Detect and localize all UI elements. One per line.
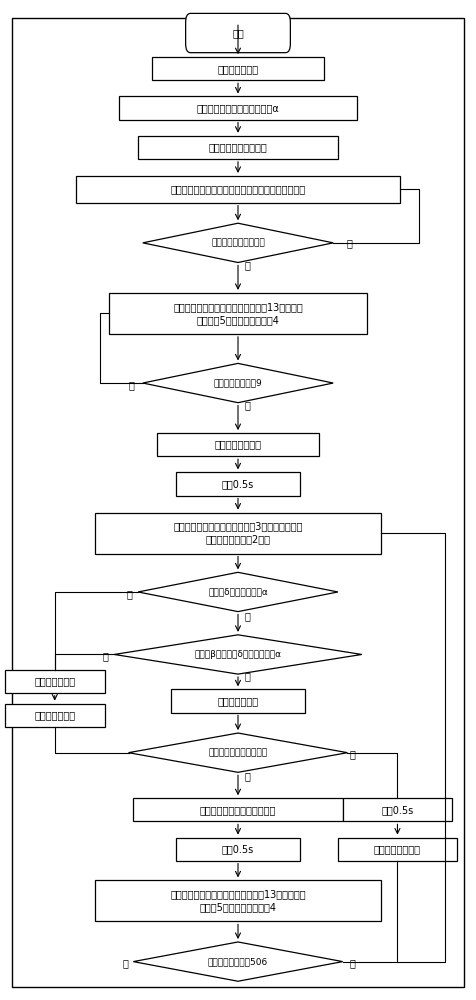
Bar xyxy=(119,96,357,120)
Bar xyxy=(95,880,381,921)
Text: 控制系统初始化: 控制系统初始化 xyxy=(218,64,258,74)
Text: 启动压紧限位开关506: 启动压紧限位开关506 xyxy=(208,957,268,966)
Text: 张紧停止：张紧电机停止工作: 张紧停止：张紧电机停止工作 xyxy=(200,805,276,815)
Text: 实现制动：制动电机反转带动制动轴13反转，使制
动机构5移动，靠近小齿轮4: 实现制动：制动电机反转带动制动轴13反转，使制 动机构5移动，靠近小齿轮4 xyxy=(170,889,306,912)
Polygon shape xyxy=(143,223,333,262)
Text: 是: 是 xyxy=(245,400,250,410)
Text: 是: 是 xyxy=(245,611,250,621)
Bar xyxy=(152,57,324,80)
Bar xyxy=(5,670,105,693)
Text: 张紧角β＜旋转角δ＜临界旋转角α: 张紧角β＜旋转角δ＜临界旋转角α xyxy=(194,650,282,659)
Text: 延时0.5s: 延时0.5s xyxy=(222,479,254,489)
Bar xyxy=(171,689,305,712)
Bar xyxy=(133,798,343,821)
Bar xyxy=(343,798,452,821)
Text: 是: 是 xyxy=(245,771,250,781)
Text: 否: 否 xyxy=(129,380,135,390)
Polygon shape xyxy=(143,363,333,403)
Text: 声发射检测单元采集链传动振动产生的冲击能量信号: 声发射检测单元采集链传动振动产生的冲击能量信号 xyxy=(170,184,306,194)
Text: 制动电机停止工作: 制动电机停止工作 xyxy=(374,844,421,854)
Bar xyxy=(138,136,338,159)
Text: 解除制动：制动电机正转带动制动轴13正转，使
制动机构5移动，远离小齿轮4: 解除制动：制动电机正转带动制动轴13正转，使 制动机构5移动，远离小齿轮4 xyxy=(173,302,303,325)
Text: 启动角度限位开关9: 启动角度限位开关9 xyxy=(214,379,262,388)
Text: 制动电机停止工作: 制动电机停止工作 xyxy=(215,440,261,450)
Text: 开始: 开始 xyxy=(232,28,244,38)
Polygon shape xyxy=(133,942,343,981)
Text: 延时0.5s: 延时0.5s xyxy=(381,805,414,815)
Polygon shape xyxy=(129,733,347,772)
Polygon shape xyxy=(138,572,338,612)
Bar xyxy=(338,837,457,861)
Text: 否: 否 xyxy=(123,958,129,968)
Text: 实现张紧：张紧电机带动主动轴3转动，通过齿轮
传动，使张紧机构2转动: 实现张紧：张紧电机带动主动轴3转动，通过齿轮 传动，使张紧机构2转动 xyxy=(173,521,303,545)
Text: 否: 否 xyxy=(350,749,356,759)
Bar xyxy=(76,176,400,203)
Bar xyxy=(109,293,367,334)
Text: 蜂鸣器持续响应: 蜂鸣器持续响应 xyxy=(34,710,75,720)
Text: 在显示单元中设置临界旋转角α: 在显示单元中设置临界旋转角α xyxy=(197,103,279,113)
Text: 旋转角δ＜临界旋转角α: 旋转角δ＜临界旋转角α xyxy=(208,587,268,596)
Text: 延时0.5s: 延时0.5s xyxy=(222,844,254,854)
FancyBboxPatch shape xyxy=(186,13,290,53)
Text: 否: 否 xyxy=(103,651,109,661)
Polygon shape xyxy=(114,635,362,674)
Bar xyxy=(5,704,105,727)
Bar xyxy=(95,513,381,554)
Text: 指示灯显示黄灯: 指示灯显示黄灯 xyxy=(218,696,258,706)
Text: 是: 是 xyxy=(245,671,250,681)
Bar xyxy=(176,837,300,861)
Text: 冲击能量＜设定阈值能量: 冲击能量＜设定阈值能量 xyxy=(208,748,268,757)
Text: 否: 否 xyxy=(127,589,132,599)
Text: 否: 否 xyxy=(347,238,352,248)
Bar xyxy=(157,433,319,456)
Text: 是: 是 xyxy=(245,260,250,270)
Text: 是: 是 xyxy=(350,958,356,968)
Text: 指示灯显示红灯: 指示灯显示红灯 xyxy=(34,676,75,686)
Text: 在显示单元中设置阈值: 在显示单元中设置阈值 xyxy=(208,142,268,152)
Text: 存在有效冲击能量信号: 存在有效冲击能量信号 xyxy=(211,238,265,247)
Bar xyxy=(176,472,300,496)
